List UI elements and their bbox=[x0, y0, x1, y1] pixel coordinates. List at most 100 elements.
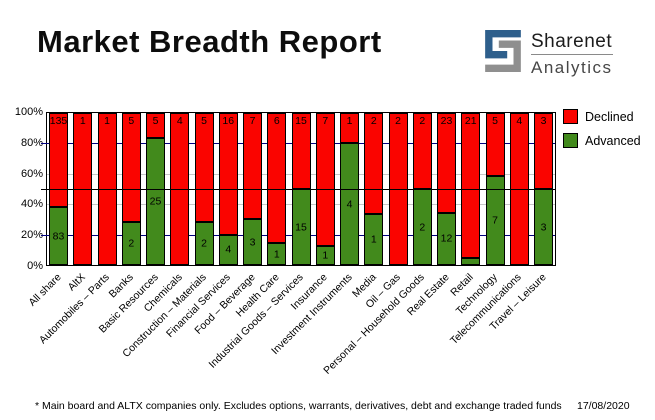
bar-all-share: 135 83 bbox=[49, 113, 68, 265]
logo-brand: Sharenet bbox=[531, 30, 613, 55]
value-advanced-insurance: 1 bbox=[322, 249, 329, 262]
value-declined-telecommunications: 4 bbox=[516, 115, 523, 127]
value-advanced-industrial-goods-services: 15 bbox=[295, 220, 307, 233]
bar-industrial-goods-services: 15 15 bbox=[291, 113, 311, 265]
segment-advanced-food-beverage bbox=[243, 219, 262, 265]
segment-advanced-banks bbox=[121, 221, 141, 265]
value-advanced-media: 1 bbox=[370, 233, 377, 246]
value-declined-food-beverage: 7 bbox=[249, 115, 256, 127]
value-declined-health-care: 6 bbox=[273, 115, 280, 127]
segment-declined-basic-resources bbox=[146, 113, 165, 139]
report-date: 17/08/2020 bbox=[577, 400, 630, 412]
value-declined-industrial-goods-services: 15 bbox=[295, 115, 307, 127]
legend-swatch-advanced bbox=[563, 133, 578, 148]
bar-retail: 21 bbox=[461, 113, 481, 265]
value-declined-retail: 21 bbox=[464, 115, 477, 127]
segment-declined-insurance bbox=[315, 113, 335, 246]
value-declined-automobiles-parts: 1 bbox=[104, 115, 110, 127]
segment-declined-retail bbox=[461, 113, 481, 259]
y-tick-100: 100% bbox=[14, 106, 43, 118]
value-declined-technology: 5 bbox=[492, 115, 498, 127]
logo-text: Sharenet Analytics bbox=[531, 30, 613, 76]
value-advanced-health-care: 1 bbox=[273, 247, 280, 260]
page-title: Market Breadth Report bbox=[37, 24, 382, 59]
footnote: * Main board and ALTX companies only. Ex… bbox=[35, 400, 562, 412]
y-tick-60: 60% bbox=[20, 167, 43, 180]
y-tick-0: 0% bbox=[27, 260, 43, 272]
value-declined-all-share: 135 bbox=[49, 115, 68, 127]
value-declined-chemicals: 4 bbox=[176, 115, 183, 127]
segment-declined-media bbox=[364, 113, 384, 215]
value-advanced-construction-materials: 2 bbox=[201, 237, 207, 250]
segment-advanced-financial-services bbox=[218, 234, 238, 265]
segment-advanced-retail bbox=[461, 258, 481, 265]
legend-item-advanced: Advanced bbox=[563, 133, 641, 148]
legend-label-advanced: Advanced bbox=[585, 133, 641, 148]
segment-declined-travel-leisure bbox=[534, 113, 553, 189]
value-advanced-basic-resources: 25 bbox=[149, 195, 162, 208]
value-advanced-financial-services: 4 bbox=[225, 243, 232, 256]
value-declined-basic-resources: 5 bbox=[152, 115, 159, 127]
value-declined-media: 2 bbox=[370, 115, 377, 127]
value-advanced-investment-instruments: 4 bbox=[346, 197, 353, 210]
bar-basic-resources: 5 25 bbox=[146, 113, 165, 265]
value-advanced-food-beverage: 3 bbox=[249, 235, 256, 248]
legend: Declined Advanced bbox=[563, 109, 641, 157]
value-advanced-personal-household-goods: 2 bbox=[419, 220, 426, 233]
segment-advanced-real-estate bbox=[437, 212, 456, 265]
sharenet-logo: Sharenet Analytics bbox=[483, 30, 613, 76]
value-declined-banks: 5 bbox=[128, 115, 135, 127]
value-advanced-travel-leisure: 3 bbox=[540, 220, 547, 233]
segment-declined-industrial-goods-services bbox=[291, 113, 311, 189]
y-axis: 100% 80% 60% 40% 20% 0% bbox=[0, 106, 43, 272]
value-declined-investment-instruments: 1 bbox=[346, 115, 353, 127]
segment-advanced-technology bbox=[485, 176, 505, 265]
segment-declined-real-estate bbox=[437, 113, 456, 213]
segment-advanced-basic-resources bbox=[146, 138, 165, 265]
segment-declined-health-care bbox=[267, 113, 287, 244]
value-declined-oil-gas: 2 bbox=[395, 115, 401, 127]
segment-advanced-construction-materials bbox=[194, 221, 214, 265]
y-tick-20: 20% bbox=[20, 229, 43, 242]
legend-label-declined: Declined bbox=[585, 109, 634, 124]
segment-declined-food-beverage bbox=[243, 113, 262, 220]
value-declined-real-estate: 23 bbox=[440, 115, 453, 127]
segment-declined-banks bbox=[121, 113, 141, 222]
logo-subtitle: Analytics bbox=[531, 58, 613, 77]
segment-advanced-health-care bbox=[267, 243, 287, 265]
bar-real-estate: 23 12 bbox=[437, 113, 456, 265]
segment-declined-financial-services bbox=[218, 113, 238, 235]
y-tick-80: 80% bbox=[20, 136, 43, 149]
legend-item-declined: Declined bbox=[563, 109, 641, 124]
y-tick-40: 40% bbox=[20, 198, 43, 211]
plot-area: 135 83 1 1 5 2 5 25 4 5 2 16 4 7 3 6 1 15 15 7 1 1 4 2 1 2 2 2 23 12 2… bbox=[41, 112, 556, 266]
segment-declined-personal-household-goods bbox=[412, 113, 432, 189]
value-declined-personal-household-goods: 2 bbox=[419, 115, 426, 127]
value-declined-financial-services: 16 bbox=[222, 115, 235, 127]
segment-declined-all-share bbox=[49, 113, 68, 208]
segment-advanced-all-share bbox=[49, 207, 68, 265]
value-declined-travel-leisure: 3 bbox=[540, 115, 547, 127]
value-advanced-technology: 7 bbox=[492, 214, 498, 227]
value-advanced-real-estate: 12 bbox=[440, 232, 453, 245]
x-axis: All share AltX Automobiles – Parts Banks Bas… bbox=[26, 267, 555, 387]
value-declined-altx: 1 bbox=[79, 115, 86, 127]
segment-declined-investment-instruments bbox=[340, 113, 359, 144]
segment-advanced-media bbox=[364, 214, 384, 265]
segment-advanced-investment-instruments bbox=[340, 143, 359, 265]
bar-financial-services: 16 4 bbox=[218, 113, 238, 265]
gridline-50 bbox=[41, 189, 555, 190]
value-advanced-banks: 2 bbox=[128, 237, 135, 250]
segment-advanced-insurance bbox=[315, 246, 335, 265]
sharenet-logo-icon bbox=[485, 30, 521, 72]
segment-declined-construction-materials bbox=[194, 113, 214, 222]
